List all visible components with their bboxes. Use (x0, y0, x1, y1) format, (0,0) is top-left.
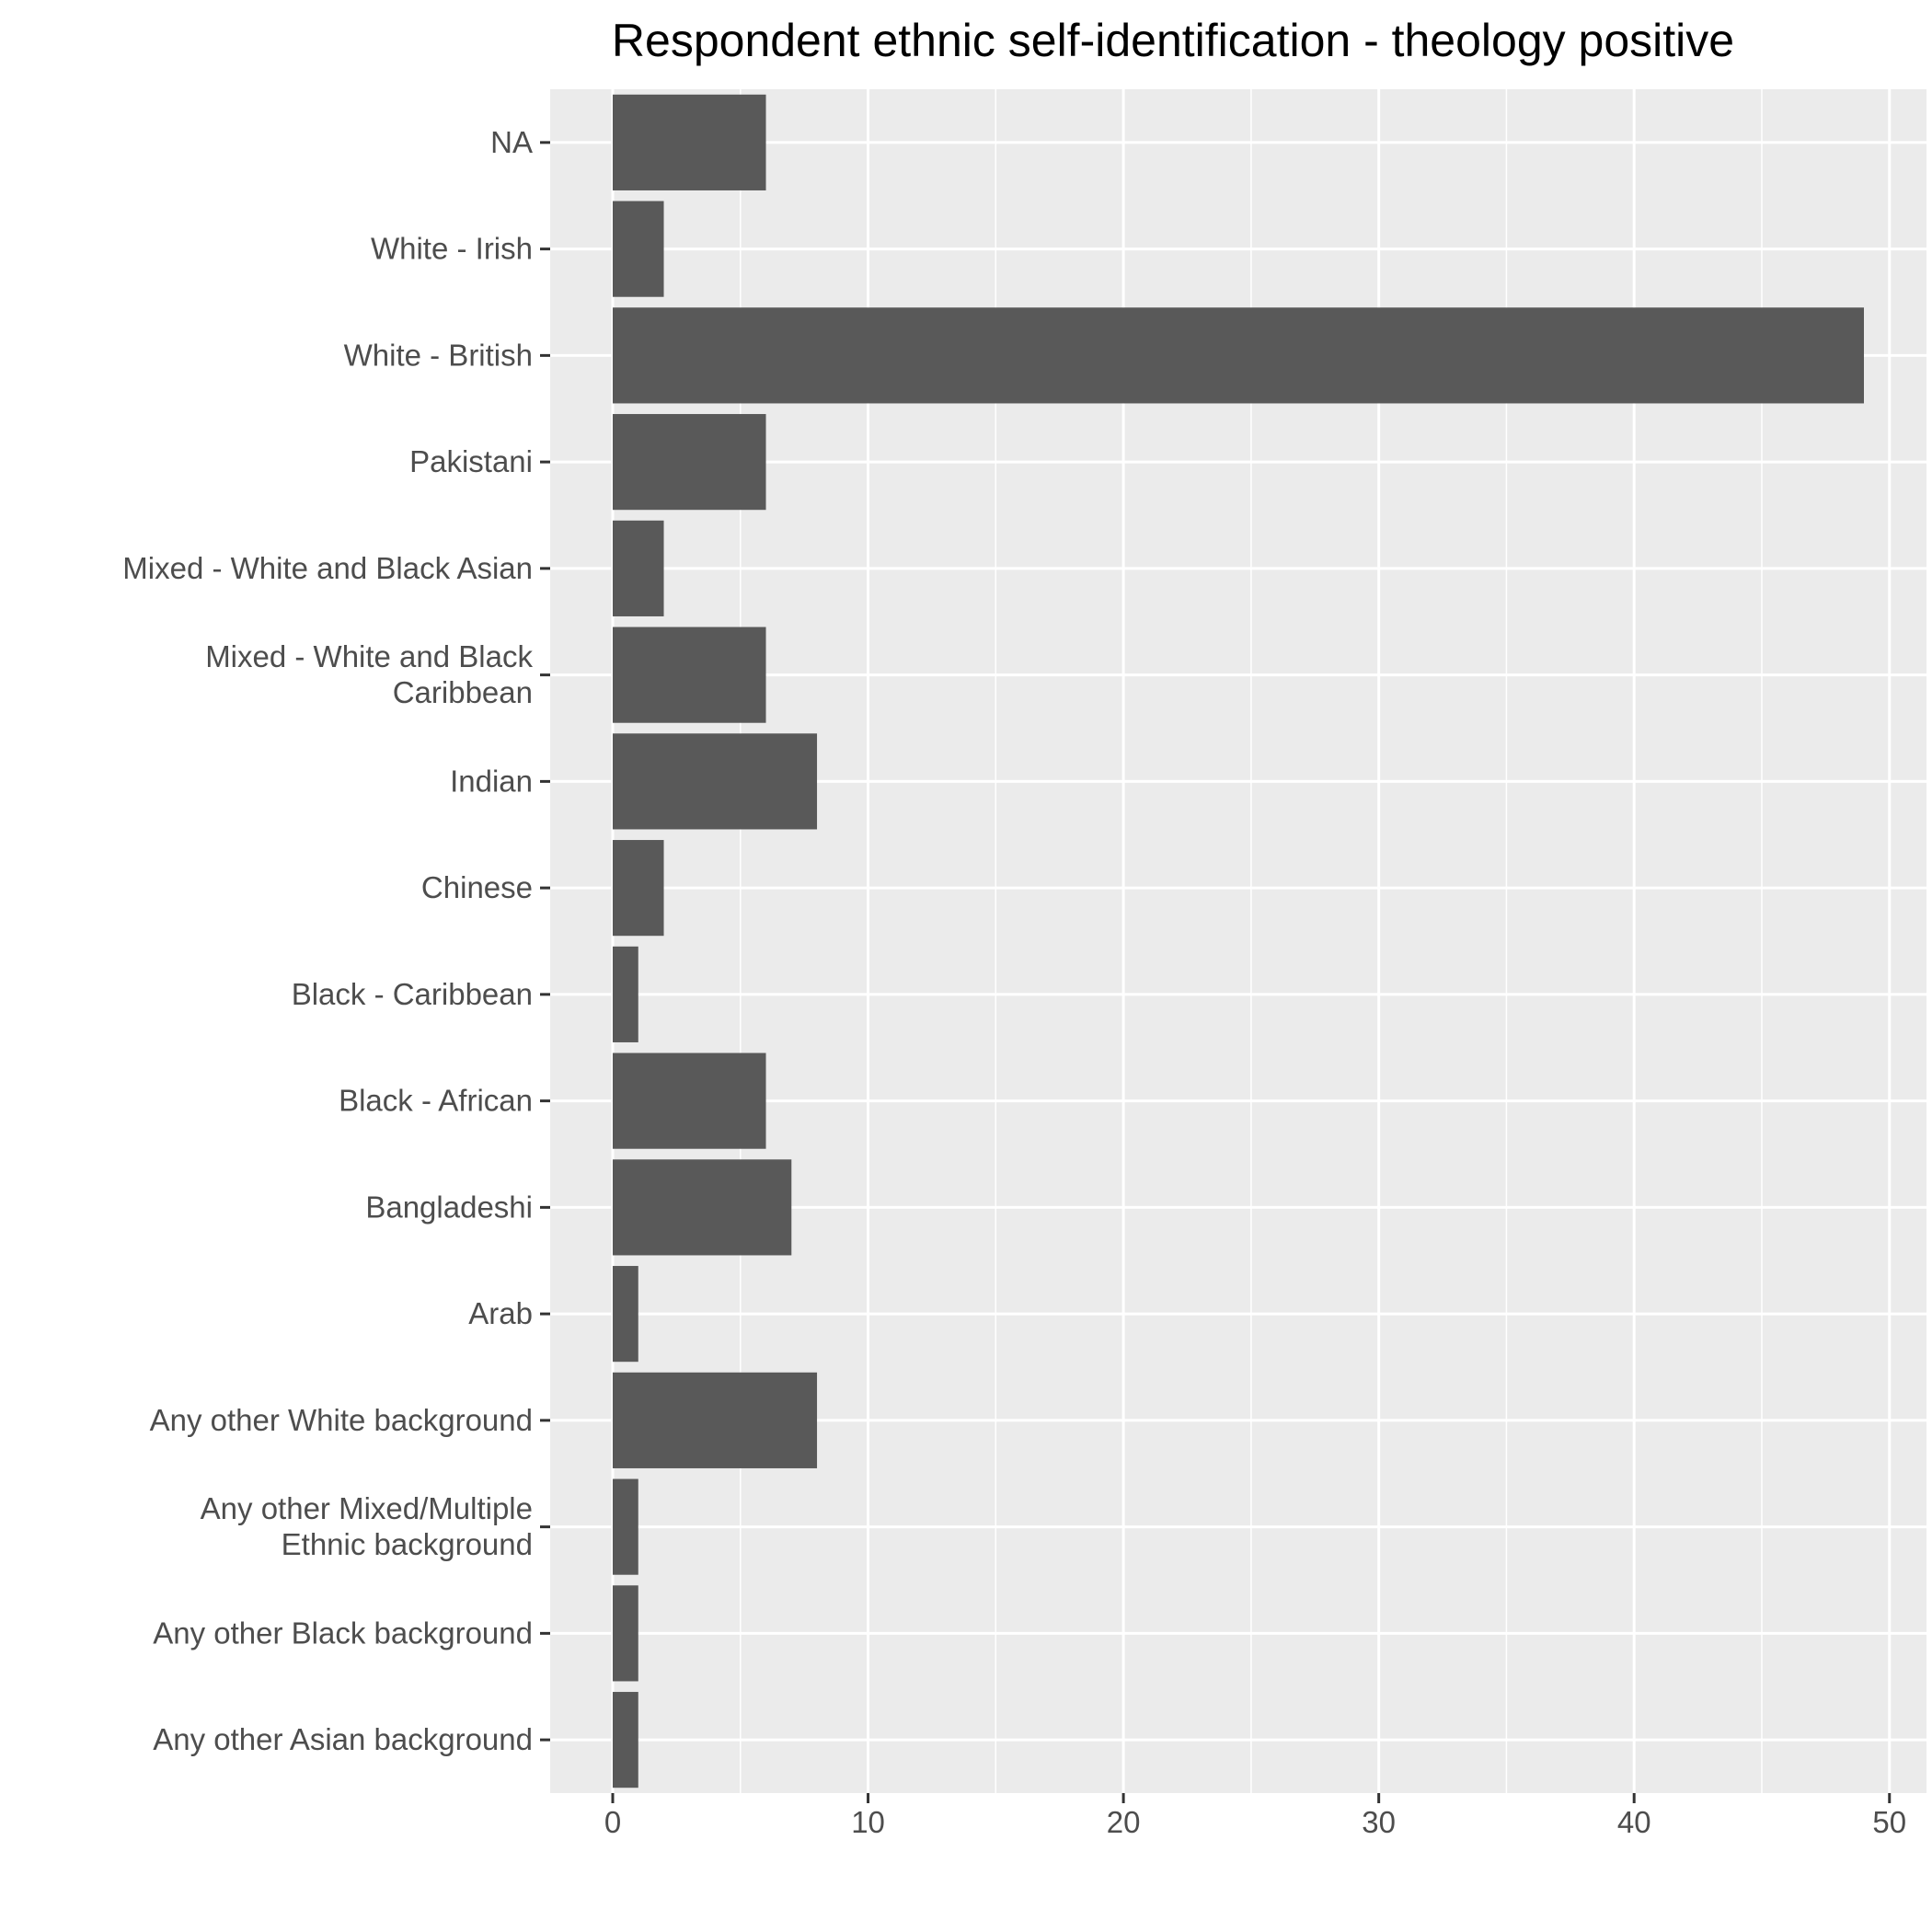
bar (613, 520, 664, 616)
bar (613, 946, 638, 1042)
bar (613, 414, 766, 511)
y-tick-label: NA (490, 125, 533, 159)
y-tick-label: Mixed - White and Black Caribbean (205, 639, 533, 709)
bar (613, 1692, 638, 1788)
bar (613, 94, 766, 190)
y-tick-label: Arab (468, 1296, 533, 1330)
bar (613, 627, 766, 723)
y-tick-label: Indian (450, 764, 533, 798)
y-tick-label: Black - African (339, 1084, 533, 1118)
y-axis: NA White - Irish White - British Pakistani M… (122, 125, 550, 1756)
x-tick-label: 30 (1362, 1805, 1396, 1839)
y-tick-label: Any other White background (150, 1403, 533, 1437)
bar (613, 1585, 638, 1682)
y-tick-label: Any other Black background (153, 1616, 533, 1650)
bar (613, 1478, 638, 1575)
bar (613, 1159, 792, 1256)
bar (613, 201, 664, 297)
bar (613, 1052, 766, 1149)
y-tick-label: White - Irish (371, 232, 533, 266)
x-tick-label: 0 (604, 1805, 621, 1839)
y-tick-label: Pakistani (409, 444, 533, 478)
x-tick-label: 40 (1617, 1805, 1651, 1839)
y-tick-label: Black - Caribbean (292, 977, 533, 1011)
chart-title: Respondent ethnic self-identification - … (612, 15, 1734, 66)
bar (613, 1372, 818, 1468)
x-tick-label: 50 (1872, 1805, 1906, 1839)
y-tick-label: Any other Mixed/Multiple Ethnic backgroun… (201, 1491, 533, 1561)
bars (613, 94, 1864, 1788)
bar (613, 733, 818, 830)
y-tick-label: Bangladeshi (365, 1190, 533, 1224)
bar (613, 840, 664, 937)
x-tick-label: 10 (851, 1805, 885, 1839)
y-tick-label: White - British (344, 338, 533, 372)
x-axis: 0 10 20 30 40 50 (604, 1793, 1906, 1839)
bar (613, 1266, 638, 1363)
y-tick-label: Mixed - White and Black Asian (122, 551, 533, 585)
bar (613, 307, 1864, 404)
y-tick-label: Any other Asian background (153, 1722, 533, 1756)
x-tick-label: 20 (1107, 1805, 1141, 1839)
y-tick-label: Chinese (421, 870, 533, 904)
